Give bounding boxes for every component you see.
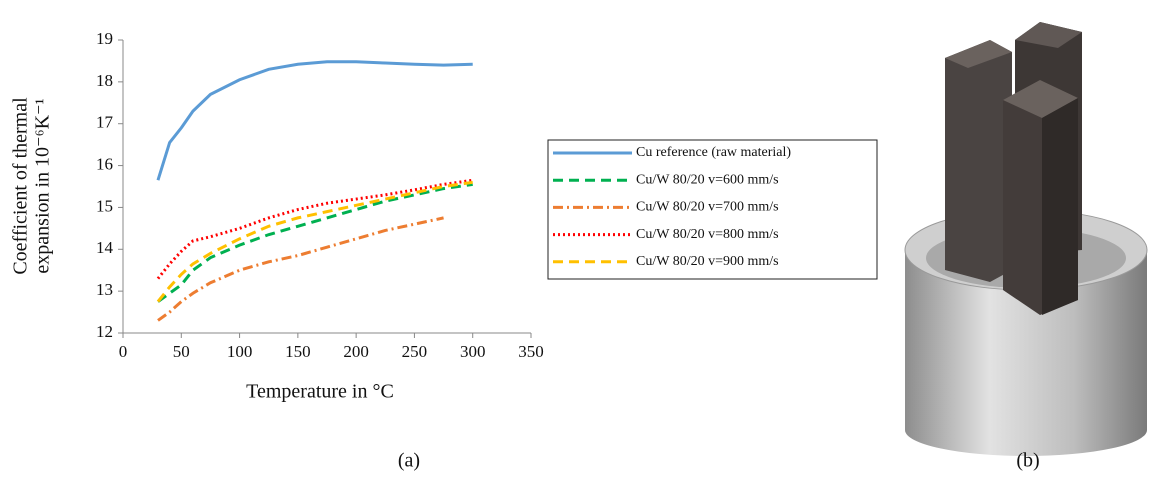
x-tick-label: 200 (343, 342, 369, 361)
x-tick-label: 0 (119, 342, 128, 361)
legend-label: Cu/W 80/20 v=600 mm/s (636, 172, 779, 187)
y-axis-label: Coefficient of thermal (10, 97, 32, 275)
legend-label: Cu/W 80/20 v=900 mm/s (636, 254, 779, 269)
series-line (156, 180, 473, 303)
caption: (b) (1016, 450, 1039, 472)
x-tick-label: 100 (227, 342, 253, 361)
legend-label: Cu/W 80/20 v=800 mm/s (636, 227, 779, 242)
x-tick-label: 250 (402, 342, 428, 361)
y-tick-label: 13 (96, 280, 113, 299)
series-line (157, 216, 444, 322)
series-line (156, 60, 473, 181)
x-tick-label: 300 (460, 342, 486, 361)
x-tick-label: 350 (518, 342, 544, 361)
series-line (156, 178, 473, 280)
y-tick-label: 16 (96, 154, 113, 173)
y-tick-label: 18 (96, 71, 113, 90)
x-axis-label: Temperature in °C (246, 381, 394, 403)
legend-box (547, 139, 878, 280)
y-tick-label: 15 (96, 196, 113, 215)
caption: (a) (398, 450, 420, 472)
x-tick-label: 150 (285, 342, 311, 361)
y-tick-label: 12 (96, 322, 113, 341)
photo (904, 22, 1148, 456)
y-axis-label: expansion in 10⁻⁶K⁻¹ (32, 98, 54, 273)
legend-label: Cu/W 80/20 v=700 mm/s (636, 200, 779, 215)
series-line (157, 182, 473, 303)
x-tick-label: 50 (173, 342, 190, 361)
y-tick-label: 14 (96, 238, 114, 257)
legend-label: Cu reference (raw material) (636, 145, 791, 160)
y-tick-label: 17 (96, 113, 114, 132)
y-tick-label: 19 (96, 29, 113, 48)
